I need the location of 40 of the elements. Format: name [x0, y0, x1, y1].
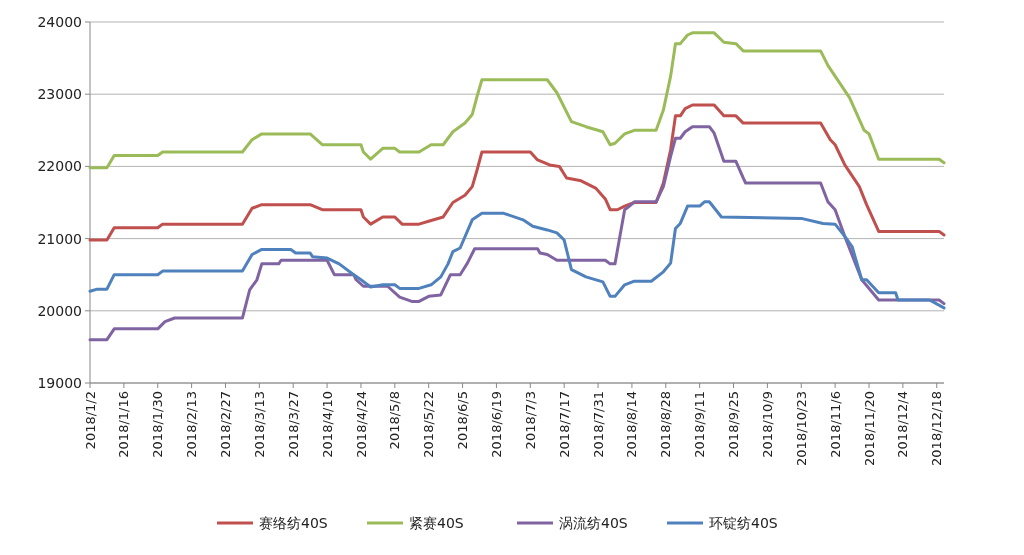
x-tick-label: 2018/6/19	[488, 391, 504, 458]
x-tick-label: 2018/1/30	[150, 391, 166, 458]
line-series	[88, 31, 946, 170]
x-tick-label: 2018/7/3	[522, 391, 538, 450]
x-tick-label: 2018/6/5	[455, 391, 471, 450]
x-tick-label: 2018/8/28	[658, 391, 674, 458]
x-tick-label: 2018/5/8	[387, 391, 403, 450]
x-tick-label: 2018/3/13	[251, 391, 267, 458]
line-series	[88, 200, 946, 310]
x-tick-label: 2018/11/20	[861, 391, 877, 466]
x-tick-label: 2018/11/6	[827, 391, 843, 458]
legend-label: 环锭纺40S	[709, 514, 778, 531]
x-tick-label: 2018/1/2	[82, 391, 98, 450]
x-tick-label: 2018/9/11	[692, 391, 708, 458]
x-tick-label: 2018/12/4	[895, 391, 911, 458]
legend-label: 紧赛40S	[409, 514, 464, 531]
legend-label: 涡流纺40S	[559, 514, 628, 531]
x-tick-label: 2018/12/18	[929, 391, 945, 466]
y-tick-label: 19000	[37, 374, 82, 391]
x-tick-label: 2018/1/16	[116, 391, 132, 458]
x-tick-label: 2018/7/17	[556, 391, 572, 458]
x-tick-label: 2018/8/14	[624, 391, 640, 458]
y-tick-label: 21000	[37, 230, 82, 247]
x-tick-label: 2018/9/25	[726, 391, 742, 458]
legend-label: 赛络纺40S	[259, 514, 328, 531]
x-tick-label: 2018/2/13	[184, 391, 200, 458]
x-tick-label: 2018/7/31	[590, 391, 606, 458]
x-tick-label: 2018/2/27	[218, 391, 234, 458]
x-tick-label: 2018/10/9	[759, 391, 775, 458]
x-tick-label: 2018/3/27	[285, 391, 301, 458]
x-tick-label: 2018/4/24	[353, 391, 369, 458]
y-tick-label: 24000	[37, 13, 82, 30]
y-tick-label: 22000	[37, 158, 82, 175]
x-tick-label: 2018/10/23	[793, 391, 809, 466]
x-tick-label: 2018/5/22	[421, 391, 437, 458]
y-tick-label: 20000	[37, 302, 82, 319]
line-series	[88, 125, 946, 342]
y-tick-label: 23000	[37, 86, 82, 103]
x-tick-label: 2018/4/10	[319, 391, 335, 458]
line-series	[88, 103, 946, 242]
